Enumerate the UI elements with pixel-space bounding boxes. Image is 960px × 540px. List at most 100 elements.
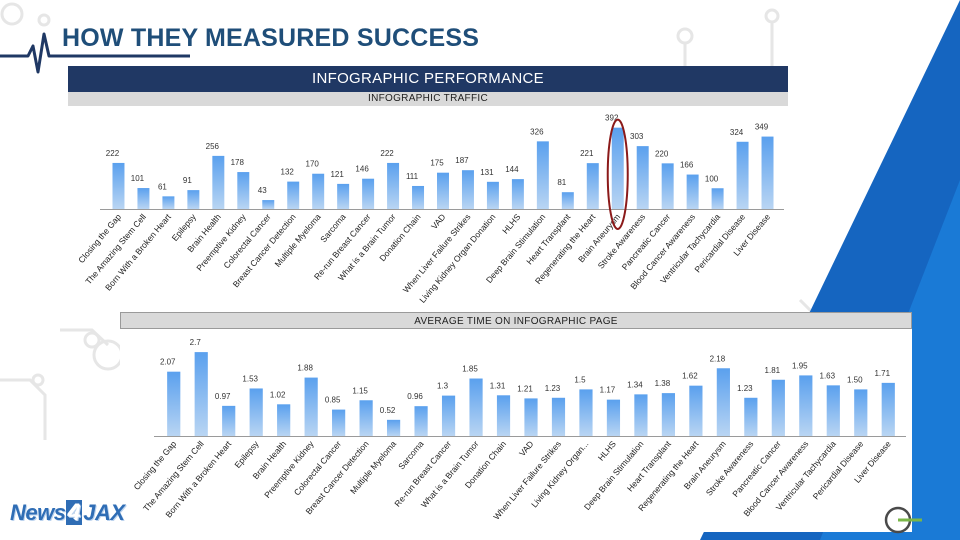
traffic-bar (586, 163, 599, 209)
traffic-value-label: 175 (430, 159, 444, 168)
time-bar (689, 385, 703, 436)
traffic-bar (162, 196, 175, 209)
traffic-bar (412, 185, 425, 209)
traffic-value-label: 324 (730, 128, 744, 137)
time-value-label: 1.5 (574, 375, 586, 384)
traffic-category-label: Multiple Myeloma (273, 212, 323, 269)
time-bar (799, 375, 813, 436)
time-value-label: 0.96 (407, 392, 423, 401)
time-bar (634, 394, 648, 436)
time-chart-panel: 2.07 Closing the Gap 2.7 The Amazing Stem C… (120, 312, 912, 532)
traffic-category-label: VAD (429, 212, 447, 231)
time-value-label: 1.38 (655, 379, 671, 388)
traffic-bar (461, 170, 474, 209)
traffic-chart-title: INFOGRAPHIC TRAFFIC (68, 92, 788, 106)
traffic-bar (362, 178, 375, 209)
traffic-value-label: 326 (530, 127, 544, 136)
traffic-value-label: 256 (206, 142, 220, 151)
time-value-label: 1.3 (437, 382, 449, 391)
time-bar (771, 379, 785, 436)
time-bar (386, 419, 401, 436)
traffic-value-label: 131 (480, 168, 494, 177)
time-value-label: 1.81 (765, 366, 781, 375)
traffic-bar (137, 188, 150, 209)
logo-text-four: 4 (66, 500, 83, 525)
traffic-bar (736, 141, 749, 209)
traffic-bar (761, 136, 774, 209)
traffic-bar (661, 163, 674, 209)
traffic-value-label: 144 (505, 165, 519, 174)
traffic-bar (187, 190, 200, 209)
highlight-ellipse (606, 118, 629, 230)
traffic-value-label: 121 (330, 170, 344, 179)
time-value-label: 1.23 (737, 384, 753, 393)
time-category-label: Epilepsy (232, 438, 261, 470)
traffic-bar (212, 155, 225, 209)
time-value-label: 1.17 (600, 386, 616, 395)
time-bar (441, 395, 456, 436)
time-value-label: 1.31 (490, 381, 506, 390)
traffic-value-label: 111 (406, 172, 419, 181)
traffic-bar (387, 162, 400, 209)
heartbeat-line-icon (0, 32, 190, 74)
time-value-label: 1.50 (847, 375, 863, 384)
time-bar (744, 397, 758, 436)
time-bar (304, 377, 318, 436)
time-category-label: Stroke Awareness (704, 439, 756, 498)
time-bar (414, 406, 428, 436)
time-category-label: Pancreatic Cancer (730, 439, 783, 499)
traffic-category-label: HLHS (500, 212, 522, 236)
time-value-label: 0.52 (380, 406, 396, 415)
time-bar (881, 382, 895, 436)
time-bar (606, 399, 621, 436)
traffic-bar (561, 192, 574, 209)
traffic-panel-banner: INFOGRAPHIC PERFORMANCE (68, 66, 788, 92)
traffic-value-label: 132 (281, 168, 295, 177)
time-bar (194, 352, 208, 436)
traffic-value-label: 220 (655, 149, 669, 158)
time-value-label: 1.02 (270, 390, 286, 399)
time-bar (524, 398, 538, 436)
time-value-label: 1.95 (792, 361, 808, 370)
time-value-label: 1.71 (874, 369, 890, 378)
logo-text-news: News (10, 500, 66, 525)
traffic-value-label: 392 (605, 114, 619, 123)
time-bar (332, 409, 346, 436)
traffic-value-label: 187 (455, 156, 469, 165)
time-bar (496, 395, 511, 436)
traffic-bar (312, 173, 325, 209)
traffic-bar (711, 188, 724, 209)
time-value-label: 1.88 (297, 364, 313, 373)
time-category-label: HLHS (596, 439, 618, 463)
time-category-label: Preemptive Kidney (262, 438, 316, 500)
traffic-value-label: 303 (630, 132, 644, 141)
time-value-label: 1.23 (545, 384, 561, 393)
traffic-bar (686, 174, 699, 209)
traffic-value-label: 166 (680, 161, 694, 170)
news4jax-logo: News 4 JAX (10, 500, 125, 526)
time-bar (359, 400, 373, 436)
time-bar (579, 389, 593, 436)
time-value-label: 1.62 (682, 372, 698, 381)
time-value-label: 1.63 (820, 371, 836, 380)
time-value-label: 2.18 (710, 354, 726, 363)
traffic-value-label: 222 (106, 149, 120, 158)
traffic-bar (237, 172, 250, 209)
traffic-bar (536, 141, 549, 209)
time-category-label: Pericardial Disease (811, 439, 866, 502)
time-value-label: 1.15 (352, 386, 368, 395)
traffic-value-label: 222 (380, 149, 394, 158)
traffic-bar (112, 162, 125, 209)
traffic-value-label: 221 (580, 149, 594, 158)
time-value-label: 0.97 (215, 392, 231, 401)
traffic-chart-panel: 222 Closing the Gap 101 The Amazing Stem Ce… (68, 66, 788, 310)
traffic-value-label: 61 (158, 182, 167, 191)
time-bar (826, 385, 840, 436)
time-category-label: VAD (517, 439, 535, 458)
traffic-bar (287, 181, 300, 209)
traffic-value-label: 100 (705, 174, 719, 183)
time-value-label: 1.34 (627, 380, 643, 389)
time-chart-title: AVERAGE TIME ON INFOGRAPHIC PAGE (120, 312, 912, 329)
time-bar (661, 393, 676, 436)
